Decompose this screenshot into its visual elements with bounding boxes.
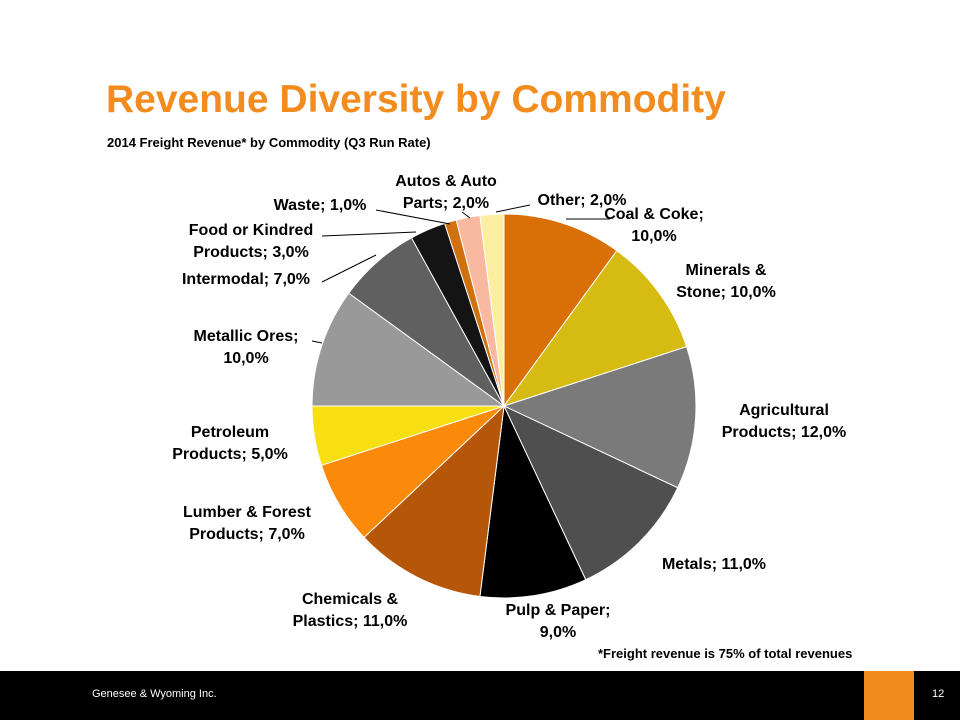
slice-label-line: Autos & Auto xyxy=(395,173,497,190)
slice-label-9: Intermodal; 7,0% xyxy=(182,271,310,288)
slice-label-1: Minerals & Stone; 10,0% xyxy=(676,262,776,301)
page-number: 12 xyxy=(932,688,945,700)
slice-label-line: Petroleum xyxy=(191,424,269,441)
slice-label-line: Metallic Ores; xyxy=(194,328,299,345)
slice-label-line: Intermodal; 7,0% xyxy=(182,271,310,288)
pie-slice-2 xyxy=(502,346,697,489)
leader-line-11 xyxy=(375,209,451,225)
leader-line-9 xyxy=(321,254,377,283)
slice-label-11: Waste; 1,0% xyxy=(274,197,367,214)
slice-label-line: Lumber & Forest xyxy=(183,504,312,521)
slice-label-line: Products; 7,0% xyxy=(189,526,305,543)
pie-slice-8 xyxy=(311,292,506,407)
leader-line-12 xyxy=(461,211,471,219)
pie-slice-5 xyxy=(363,404,505,598)
footnote: *Freight revenue is 75% of total revenue… xyxy=(598,646,853,661)
pie-slice-0 xyxy=(503,213,618,408)
leader-line-8 xyxy=(311,340,323,344)
slice-label-line: Pulp & Paper; xyxy=(506,602,611,619)
slice-label-line: 10,0% xyxy=(631,228,676,245)
slice-label-7: Petroleum Products; 5,0% xyxy=(172,424,288,463)
slice-label-8: Metallic Ores; 10,0% xyxy=(194,328,299,367)
slice-label-line: Minerals & xyxy=(686,262,767,279)
slice-label-line: Food or Kindred xyxy=(189,222,313,239)
slice-label-12: Autos & Auto Parts; 2,0% xyxy=(395,173,497,212)
slice-label-2: Agricultural Products; 12,0% xyxy=(722,402,846,441)
slice-label-line: Metals; 11,0% xyxy=(662,556,766,573)
leader-line-13 xyxy=(495,204,531,213)
footer-accent xyxy=(864,671,914,720)
pie-slice-4 xyxy=(479,404,587,599)
slice-label-3: Metals; 11,0% xyxy=(662,556,766,573)
slice-label-13: Other; 2,0% xyxy=(538,192,627,209)
slice-label-6: Lumber & Forest Products; 7,0% xyxy=(183,504,312,543)
pie-slice-1 xyxy=(502,249,688,407)
slice-label-line: Waste; 1,0% xyxy=(274,197,367,214)
pie-chart: Coal & Coke; 10,0% Minerals & Stone; 10,0% A… xyxy=(172,173,846,641)
company-name: Genesee & Wyoming Inc. xyxy=(92,688,217,700)
slice-label-0: Coal & Coke; 10,0% xyxy=(604,206,704,245)
slice-label-line: Products; 3,0% xyxy=(193,244,309,261)
slice-label-4: Pulp & Paper; 9,0% xyxy=(506,602,611,641)
slice-label-10: Food or Kindred Products; 3,0% xyxy=(189,222,313,261)
slice-label-line: Stone; 10,0% xyxy=(676,284,776,301)
leader-line-10 xyxy=(321,231,417,237)
pie-slice-13 xyxy=(479,213,505,407)
slice-label-line: Plastics; 11,0% xyxy=(293,613,408,630)
slice-label-line: Other; 2,0% xyxy=(538,192,627,209)
slice-label-line: Coal & Coke; xyxy=(604,206,704,223)
slice-label-line: 10,0% xyxy=(223,350,268,367)
slice-label-line: Agricultural xyxy=(739,402,829,419)
slice-label-line: Products; 12,0% xyxy=(722,424,846,441)
slice-label-line: Chemicals & xyxy=(302,591,398,608)
slide-title: Revenue Diversity by Commodity xyxy=(106,78,726,121)
slice-label-line: Products; 5,0% xyxy=(172,446,288,463)
pie-slice-3 xyxy=(502,404,679,581)
slice-label-line: 9,0% xyxy=(540,624,576,641)
slice-label-line: Parts; 2,0% xyxy=(403,195,489,212)
slice-label-5: Chemicals & Plastics; 11,0% xyxy=(293,591,408,630)
footer-bar: Genesee & Wyoming Inc. 12 xyxy=(0,671,960,720)
chart-subtitle: 2014 Freight Revenue* by Commodity (Q3 R… xyxy=(107,135,431,150)
